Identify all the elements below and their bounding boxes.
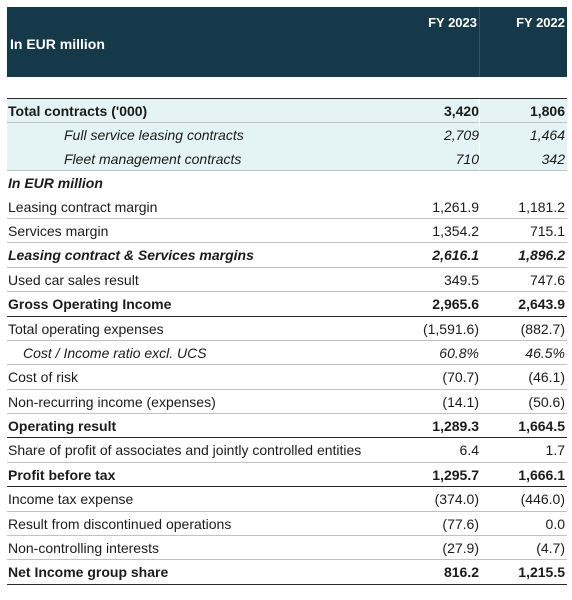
value-fy2023: 1,295.7: [432, 466, 479, 483]
table-row: Services margin 1,354.2 715.1: [7, 219, 567, 244]
table-row: Non-recurring income (expenses) (14.1) (50…: [7, 390, 567, 415]
value-fy2022: 0.0: [545, 515, 565, 532]
value-fy2023: (77.6): [442, 515, 479, 532]
table-row: Cost of risk (70.7) (46.1): [7, 365, 567, 390]
value-fy2023: (27.9): [442, 540, 479, 557]
value-fy2023: 2,616.1: [432, 247, 479, 264]
table-row: Total contracts ('000) 3,420 1,806: [7, 99, 567, 124]
value-fy2023: 2,709: [443, 127, 479, 144]
value-fy2023: 6.4: [459, 442, 479, 459]
table-header: In EUR million FY 2023 FY 2022: [7, 7, 567, 77]
value-fy2022: (4.7): [536, 540, 565, 557]
row-label: Income tax expense: [8, 491, 134, 508]
row-label: Profit before tax: [8, 466, 116, 483]
value-fy2022: 1,806: [529, 103, 565, 119]
value-fy2023: 816.2: [443, 564, 479, 581]
row-label: Full service leasing contracts: [64, 127, 244, 144]
row-label: Share of profit of associates and jointl…: [8, 442, 362, 459]
row-label: Total contracts ('000): [8, 103, 148, 119]
value-fy2022: (50.6): [528, 393, 565, 410]
row-label: Cost of risk: [8, 369, 79, 386]
teal-column-divider: [479, 99, 480, 169]
value-fy2022: 46.5%: [525, 344, 565, 361]
row-label: Gross Operating Income: [8, 296, 172, 313]
value-fy2023: 1,354.2: [432, 222, 479, 239]
value-fy2022: 1,464: [529, 127, 565, 144]
table-row: Used car sales result 349.5 747.6: [7, 268, 567, 293]
header-year-2022: FY 2022: [516, 15, 565, 30]
value-fy2023: (70.7): [442, 369, 479, 386]
table-row: Total operating expenses (1,591.6) (882.7): [7, 317, 567, 341]
value-fy2022: 1,896.2: [518, 247, 565, 264]
row-label: Non-controlling interests: [8, 540, 159, 557]
row-label: Leasing contract margin: [8, 198, 158, 215]
table-row: Leasing contract margin 1,261.9 1,181.2: [7, 195, 567, 219]
value-fy2022: 2,643.9: [518, 296, 565, 313]
table-body: Total contracts ('000) 3,420 1,806 Full ser…: [7, 99, 567, 585]
value-fy2023: 3,420: [443, 103, 479, 119]
table-row: Fleet management contracts 710 342: [7, 146, 567, 172]
value-fy2023: 60.8%: [439, 344, 479, 361]
row-label: Services margin: [8, 222, 109, 239]
value-fy2022: 1.7: [545, 442, 565, 459]
row-label: In EUR million: [8, 175, 103, 192]
table-row: Operating result 1,289.3 1,664.5: [7, 414, 567, 439]
row-label: Non-recurring income (expenses): [8, 393, 216, 410]
value-fy2022: (882.7): [520, 320, 565, 337]
row-label: Fleet management contracts: [64, 150, 242, 167]
value-fy2022: 715.1: [529, 222, 565, 239]
value-fy2022: 1,181.2: [518, 198, 565, 215]
table-row: Income tax expense (374.0) (446.0): [7, 487, 567, 512]
value-fy2023: (14.1): [442, 393, 479, 410]
value-fy2023: 2,965.6: [432, 296, 479, 313]
value-fy2023: 1,289.3: [432, 418, 479, 435]
header-column-divider: [479, 7, 480, 77]
row-label: Net Income group share: [8, 564, 169, 581]
value-fy2022: 1,215.5: [518, 564, 565, 581]
table-row: Net Income group share 816.2 1,215.5: [7, 560, 567, 585]
row-label: Leasing contract & Services margins: [8, 247, 254, 264]
header-year-2023: FY 2023: [428, 15, 477, 30]
value-fy2023: (1,591.6): [422, 320, 479, 337]
table-row: Cost / Income ratio excl. UCS 60.8% 46.5%: [7, 341, 567, 366]
table-row: Full service leasing contracts 2,709 1,464: [7, 123, 567, 147]
value-fy2023: 1,261.9: [432, 198, 479, 215]
row-label: Operating result: [8, 418, 117, 435]
value-fy2022: (446.0): [520, 491, 565, 508]
header-unit-label: In EUR million: [10, 36, 105, 52]
value-fy2023: 710: [455, 150, 479, 167]
row-label: Result from discontinued operations: [8, 515, 232, 532]
value-fy2022: (46.1): [528, 369, 565, 386]
value-fy2023: 349.5: [443, 271, 479, 288]
table-row: Profit before tax 1,295.7 1,666.1: [7, 463, 567, 488]
row-label: Used car sales result: [8, 271, 139, 288]
value-fy2023: (374.0): [434, 491, 479, 508]
row-label: Total operating expenses: [8, 320, 164, 337]
table-row: In EUR million: [7, 171, 567, 194]
table-row: Result from discontinued operations (77.6…: [7, 512, 567, 537]
value-fy2022: 1,664.5: [518, 418, 565, 435]
table-row: Gross Operating Income 2,965.6 2,643.9: [7, 292, 567, 317]
table-row: Leasing contract & Services margins 2,616…: [7, 243, 567, 268]
value-fy2022: 1,666.1: [518, 466, 565, 483]
table-row: Share of profit of associates and jointl…: [7, 438, 567, 463]
header-spacer: [7, 77, 567, 99]
value-fy2022: 342: [541, 150, 565, 167]
row-label: Cost / Income ratio excl. UCS: [23, 344, 207, 361]
table-row: Non-controlling interests (27.9) (4.7): [7, 536, 567, 561]
value-fy2022: 747.6: [529, 271, 565, 288]
